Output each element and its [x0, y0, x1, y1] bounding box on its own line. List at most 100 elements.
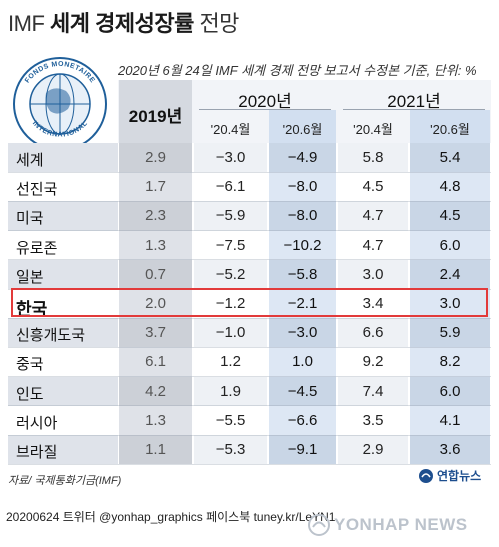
row-label: 러시아 [16, 414, 58, 432]
row-label-bg [8, 172, 118, 202]
table-cell: 8.2 [439, 353, 461, 371]
table-cell: 6.0 [439, 382, 461, 400]
table-cell: 4.2 [145, 382, 166, 400]
table-cell: −8.0 [287, 178, 318, 196]
source-note: 자료/ 국제통화기금(IMF) [8, 475, 122, 487]
table-cell: 6.1 [145, 353, 166, 371]
row-stripe-overlay [119, 318, 192, 348]
table-cell: 4.8 [439, 178, 461, 196]
yonhap-watermark-icon [308, 514, 330, 536]
table-cell: 4.7 [362, 236, 384, 254]
column-subheader: '20.4월 [210, 122, 251, 137]
row-separator [8, 259, 491, 260]
row-stripe [194, 172, 267, 202]
table-cell: −2.1 [287, 295, 318, 312]
row-separator [8, 405, 491, 406]
row-stripe [338, 289, 408, 319]
table-cell: 4.5 [439, 207, 461, 225]
title-prefix: IMF [8, 11, 45, 36]
row-label: 브라질 [16, 444, 58, 461]
row-stripe-overlay [119, 347, 192, 377]
table-cell: −5.9 [215, 207, 246, 225]
row-stripe-overlay [119, 172, 192, 202]
row-stripe [338, 172, 408, 202]
row-stripe-overlay [269, 376, 336, 406]
header-divider [199, 109, 331, 110]
table-cell: 3.7 [145, 324, 166, 342]
row-stripe-overlay [410, 347, 490, 377]
table-cell: −5.3 [215, 441, 246, 458]
row-stripe [194, 405, 267, 435]
row-stripe [194, 289, 267, 319]
title-bold: 세계 경제성장률 [50, 11, 194, 36]
row-stripe-overlay [119, 230, 192, 260]
table-cell: 3.0 [362, 265, 384, 283]
row-stripe [194, 347, 267, 377]
row-stripe-overlay [269, 289, 336, 319]
row-stripe [338, 143, 408, 173]
table-cell: −3.0 [287, 324, 318, 342]
table-cell: −9.1 [287, 441, 318, 458]
column-shade [410, 110, 490, 465]
table-cell: 1.1 [145, 441, 166, 458]
header-group: 2021년 [387, 92, 441, 111]
row-label-bg [8, 230, 118, 260]
table-cell: 1.9 [220, 382, 241, 400]
table-cell: 2.0 [145, 295, 166, 312]
column-shade [269, 110, 336, 465]
row-stripe [338, 201, 408, 231]
row-label-bg [8, 435, 118, 465]
table-cell: 3.4 [362, 295, 384, 312]
row-stripe [338, 259, 408, 289]
yonhap-mark-icon [419, 468, 433, 483]
row-separator [8, 200, 491, 202]
row-label-bg [8, 201, 118, 231]
row-stripe [194, 435, 267, 465]
table-cell: −6.1 [215, 178, 246, 196]
row-stripe-overlay [410, 376, 490, 406]
table-cell: 3.0 [439, 295, 461, 312]
row-stripe [338, 318, 408, 348]
row-label: 세계 [16, 152, 44, 169]
highlight-row-border [11, 288, 488, 318]
table-cell: 5.4 [439, 149, 461, 166]
table-cell: 4.7 [362, 207, 384, 225]
header-2019-bg [119, 80, 192, 143]
table-cell: −5.5 [215, 411, 246, 429]
table-cell: 1.7 [145, 178, 166, 196]
table-cell: −6.6 [287, 411, 318, 429]
row-stripe-overlay [410, 318, 490, 348]
header-divider [343, 109, 485, 110]
row-stripe-overlay [269, 259, 336, 289]
yonhap-logo-small: 연합뉴스 [418, 467, 481, 484]
table-cell: −1.2 [215, 295, 246, 312]
row-label: 신흥개도국 [16, 327, 86, 345]
row-label-bg [8, 405, 118, 435]
row-stripe-overlay [119, 289, 192, 319]
row-stripe-overlay [269, 405, 336, 435]
row-stripe [338, 347, 408, 377]
column-subheader: '20.6월 [430, 122, 470, 137]
row-stripe-overlay [410, 172, 490, 202]
table-cell: 4.5 [362, 178, 384, 196]
row-stripe-overlay [269, 435, 336, 465]
row-stripe [194, 318, 267, 348]
row-label: 선진국 [16, 181, 58, 199]
table-cell: 5.9 [439, 324, 461, 342]
title-suffix: 전망 [199, 11, 239, 36]
brand-small-text: 연합뉴스 [437, 469, 482, 483]
table-cell: −4.5 [287, 382, 318, 400]
row-stripe-overlay [269, 172, 336, 202]
table-cell: −4.9 [287, 149, 318, 166]
row-stripe-overlay [410, 259, 490, 289]
row-label-bg [8, 289, 118, 319]
subtitle: 2020년 6월 24일 IMF 세계 경제 전망 보고서 수정본 기준, 단위… [118, 63, 477, 78]
brand-big-text: YONHAP NEWS [334, 515, 468, 534]
row-separator [8, 463, 491, 465]
row-separator [8, 230, 491, 231]
row-label: 인도 [16, 385, 44, 403]
row-stripe [338, 405, 408, 435]
table-cell: 4.1 [439, 411, 461, 429]
row-separator [8, 376, 491, 377]
row-stripe-overlay [269, 230, 336, 260]
